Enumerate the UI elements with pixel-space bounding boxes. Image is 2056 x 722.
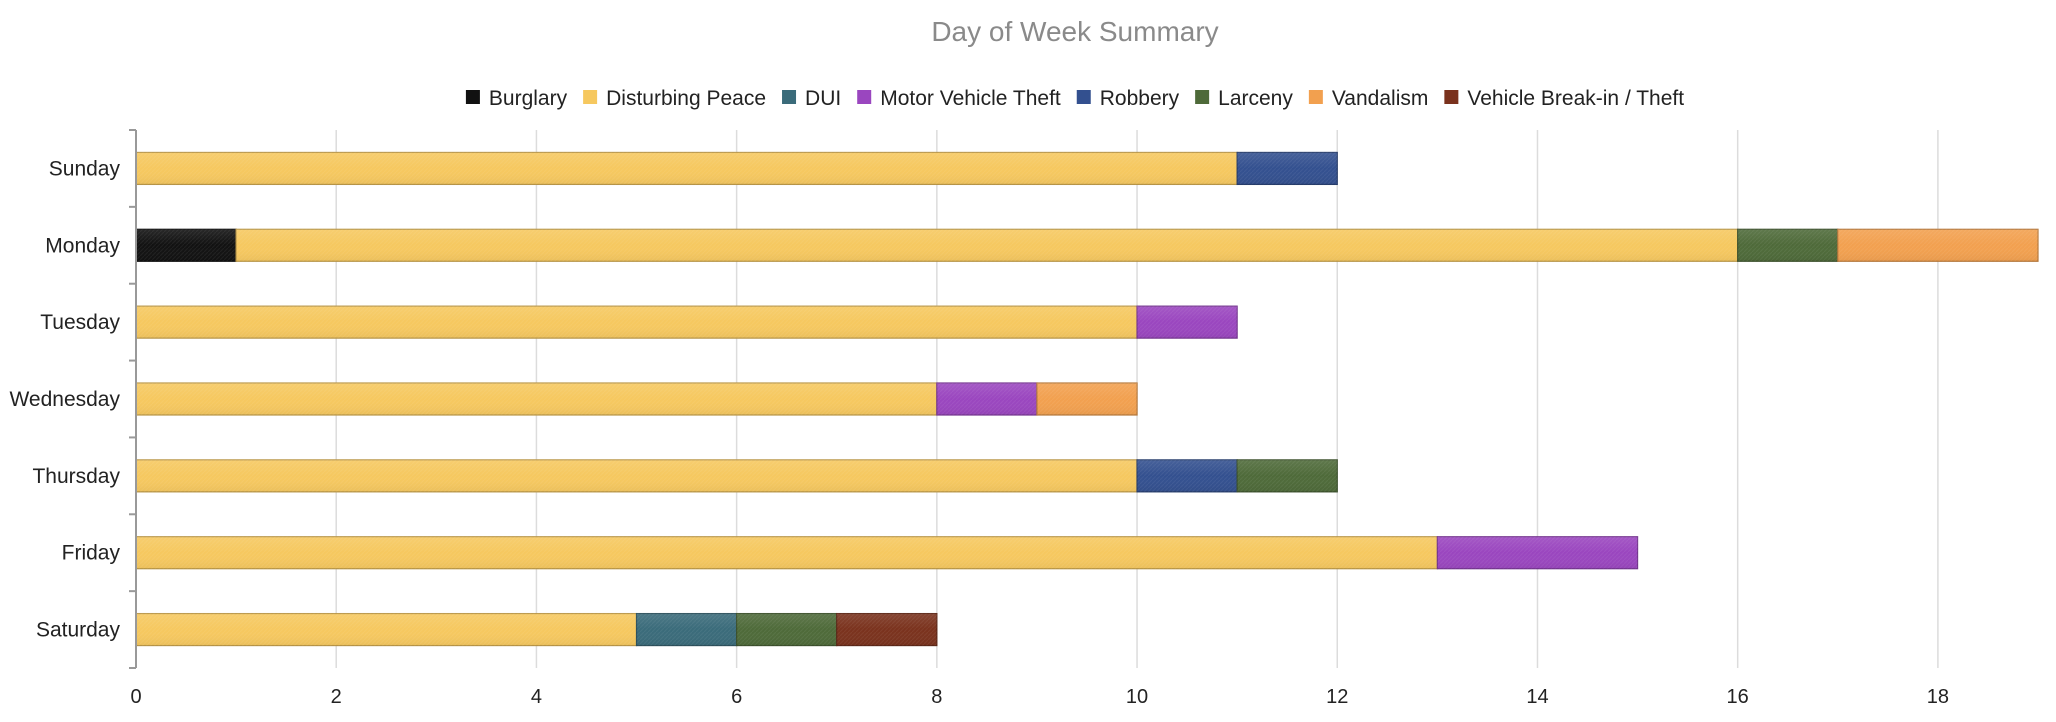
bar-segment[interactable] (1136, 305, 1238, 339)
bar-segment[interactable] (235, 228, 1739, 262)
legend-label: DUI (805, 87, 841, 110)
bar-segment-texture (136, 306, 1138, 339)
x-tick-label: 10 (1126, 686, 1148, 708)
bar-segment[interactable] (836, 612, 938, 647)
bar-segment[interactable] (736, 612, 838, 647)
bar-segment[interactable] (1136, 459, 1238, 493)
legend-swatch (857, 90, 872, 104)
x-tick-label: 4 (531, 686, 542, 708)
legend-item[interactable]: Robbery (1076, 87, 1180, 110)
chart-title: Day of Week Summary (931, 16, 1218, 47)
y-category-label: Tuesday (40, 311, 120, 334)
legend-item[interactable]: Vehicle Break-in / Theft (1444, 87, 1684, 110)
bar-segment[interactable] (135, 612, 638, 647)
y-category-label: Monday (45, 234, 120, 257)
legend-swatch (782, 90, 797, 104)
bar-segment[interactable] (135, 382, 938, 416)
x-tick-label: 14 (1526, 686, 1548, 708)
bar-segment-texture (136, 536, 1438, 569)
bar-segment[interactable] (1236, 459, 1338, 493)
legend-label: Vandalism (1332, 87, 1429, 110)
bar-segment-texture (136, 229, 237, 262)
bar-segment-texture (136, 383, 937, 415)
bar-segment[interactable] (1236, 151, 1338, 186)
x-tick-label: 16 (1727, 686, 1749, 708)
bar-segment-texture (1437, 536, 1638, 569)
y-category-label: Saturday (36, 619, 121, 642)
bar-segment-texture (736, 613, 837, 646)
legend-label: Larceny (1218, 87, 1293, 110)
bar-segment-texture (136, 152, 1238, 185)
y-category-label: Wednesday (9, 388, 120, 411)
legend-label: Motor Vehicle Theft (880, 87, 1061, 110)
bar-segment-texture (1237, 152, 1338, 185)
legend-swatch (465, 90, 480, 104)
legend-label: Disturbing Peace (606, 87, 766, 110)
bar-segment[interactable] (1837, 228, 2039, 262)
legend: Burglary Disturbing Peace DUI Motor Vehicle… (465, 87, 1684, 110)
legend-label: Robbery (1100, 87, 1180, 110)
bar-segment-texture (1137, 459, 1238, 492)
legend-item[interactable]: Larceny (1195, 87, 1293, 110)
bar-segment[interactable] (1036, 382, 1138, 416)
bar-segment[interactable] (135, 151, 1238, 186)
legend-swatch (1444, 90, 1459, 104)
bar-segment[interactable] (635, 612, 738, 647)
x-tick-label: 18 (1927, 686, 1949, 708)
legend-item[interactable]: Burglary (465, 87, 568, 110)
legend-label: Vehicle Break-in / Theft (1467, 87, 1684, 110)
y-category-label: Thursday (32, 465, 120, 488)
bar-segment-texture (1137, 306, 1238, 339)
legend-item[interactable]: Motor Vehicle Theft (857, 87, 1061, 110)
bar-segment[interactable] (135, 228, 237, 262)
bar-segment-texture (236, 229, 1738, 262)
bar-segment-texture (1036, 383, 1138, 415)
x-axis-ticks: 0 2 4 6 8 10 12 14 16 18 (130, 686, 1949, 708)
bar-segment-texture (1837, 229, 2038, 262)
legend-swatch (583, 90, 598, 104)
x-tick-label: 2 (331, 686, 342, 708)
bar-segment-texture (1737, 229, 1838, 262)
legend-swatch (1308, 90, 1323, 104)
bar-segment[interactable] (135, 305, 1138, 339)
bar-segment-texture (1237, 459, 1338, 492)
legend-item[interactable]: Vandalism (1308, 87, 1429, 110)
bar-segment-texture (136, 613, 637, 646)
bar-segment-texture (136, 459, 1138, 492)
y-category-label: Friday (62, 542, 121, 565)
x-tick-label: 6 (731, 686, 742, 708)
bar-segment[interactable] (1737, 228, 1839, 262)
bar-segment[interactable] (1436, 536, 1639, 570)
bar-segment-texture (636, 613, 737, 646)
x-tick-label: 0 (130, 686, 141, 708)
bars (135, 151, 2039, 647)
bar-segment-texture (936, 383, 1037, 415)
x-tick-label: 12 (1326, 686, 1348, 708)
legend-swatch (1076, 90, 1091, 104)
legend-label: Burglary (489, 87, 568, 110)
y-category-label: Sunday (49, 157, 121, 180)
y-axis-categories: Sunday Monday Tuesday Wednesday Thursday Frid… (9, 157, 120, 641)
legend-swatch (1195, 90, 1210, 104)
x-tick-label: 8 (931, 686, 942, 708)
bar-segment[interactable] (135, 536, 1438, 570)
bar-segment[interactable] (135, 459, 1138, 493)
legend-item[interactable]: Disturbing Peace (583, 87, 766, 110)
axes (129, 129, 137, 669)
legend-item[interactable]: DUI (782, 87, 841, 110)
bar-segment[interactable] (936, 382, 1038, 416)
bar-segment-texture (836, 613, 937, 646)
